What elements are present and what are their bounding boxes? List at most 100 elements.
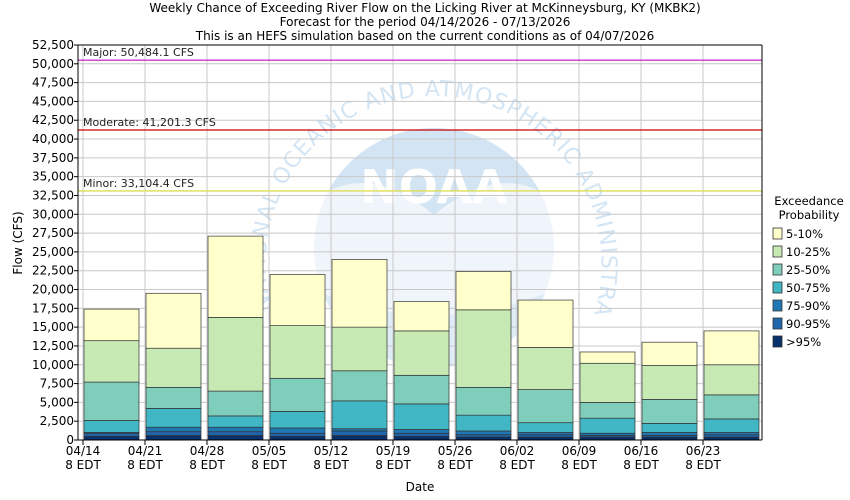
bar-segment [145, 292, 202, 349]
y-tick-label: 50,000 [32, 57, 74, 71]
legend-label: 10-25% [786, 245, 830, 259]
bar-segment [579, 351, 636, 364]
x-tick-label-time: 8 EDT [127, 458, 163, 472]
bar-segment [393, 432, 450, 437]
bar-segment [145, 435, 202, 441]
legend: Exceedance Probability 5-10% 10-25% 25-50%… [772, 194, 844, 349]
y-tick-label: 27,500 [32, 226, 74, 240]
bar-segment [145, 426, 202, 433]
bar-segment [455, 309, 512, 388]
y-tick-label: 30,000 [32, 207, 74, 221]
x-tick-label-time: 8 EDT [65, 458, 101, 472]
bar-segment [703, 364, 760, 396]
bar-segment [269, 435, 326, 441]
bar-segment [703, 330, 760, 366]
bar-segment [579, 362, 636, 403]
noaa-logo-text: NOAA [360, 160, 508, 214]
x-tick-label-time: 8 EDT [623, 458, 659, 472]
bar-segment [145, 347, 202, 388]
y-tick-label: 45,000 [32, 94, 74, 108]
x-tick-label-date: 04/21 [128, 444, 163, 458]
legend-label: 75-90% [786, 299, 830, 313]
bar-segment [145, 431, 202, 436]
bar-segment [393, 330, 450, 376]
bar-segment [83, 432, 140, 437]
bar-segment [393, 403, 450, 430]
legend-label: 90-95% [786, 317, 830, 331]
x-tick-label-time: 8 EDT [561, 458, 597, 472]
bar-segment [207, 426, 264, 433]
legend-label: 25-50% [786, 263, 830, 277]
bar-segment [207, 431, 264, 436]
threshold-label: Moderate: 41,201.3 CFS [83, 116, 216, 129]
bar-segment [393, 301, 450, 332]
legend-swatch [772, 263, 783, 276]
bar-segment [83, 308, 140, 342]
bar-segment [517, 422, 574, 433]
legend-title-line-1: Exceedance [774, 194, 843, 208]
legend-swatch [772, 299, 783, 312]
y-tick-label: 42,500 [32, 113, 74, 127]
bar-segment [455, 386, 512, 416]
x-tick-label-time: 8 EDT [685, 458, 721, 472]
bar-segment [579, 402, 636, 419]
y-tick-label: 40,000 [32, 132, 74, 146]
x-tick-label-time: 8 EDT [437, 458, 473, 472]
bar-segment [517, 347, 574, 390]
bar-segment [517, 389, 574, 424]
legend-label: >95% [786, 335, 821, 349]
x-tick-label-time: 8 EDT [251, 458, 287, 472]
bar-segment [207, 317, 264, 392]
bar-segment [703, 418, 760, 433]
y-tick-label: 10,000 [32, 358, 74, 372]
bar-segment [579, 417, 636, 434]
x-tick-label-time: 8 EDT [499, 458, 535, 472]
bar-segment [269, 274, 326, 326]
x-tick-label-date: 05/12 [314, 444, 349, 458]
x-tick-label-date: 05/19 [376, 444, 411, 458]
chart-title: Weekly Chance of Exceeding River Flow on… [149, 1, 700, 15]
y-tick-label: 35,000 [32, 170, 74, 184]
bar-segment [641, 365, 698, 400]
bar-segment [83, 340, 140, 383]
y-tick-label: 52,500 [32, 38, 74, 52]
y-tick-label: 5,000 [40, 395, 74, 409]
bar-segment [83, 435, 140, 441]
bar-segment [207, 390, 264, 417]
bar-segment [269, 427, 326, 434]
axes-layer: 0 2,500 5,000 7,500 10,000 12,500 15,000 17,500… [32, 38, 763, 472]
legend-swatch [772, 245, 783, 258]
bar-segment [331, 435, 388, 441]
legend-label: 5-10% [786, 227, 823, 241]
bar-segment [331, 326, 388, 372]
y-tick-label: 20,000 [32, 283, 74, 297]
x-tick-label-time: 8 EDT [375, 458, 411, 472]
bar-segment [269, 377, 326, 412]
x-axis-label: Date [406, 480, 435, 494]
x-tick-label-date: 06/02 [500, 444, 535, 458]
bar-segment [517, 299, 574, 348]
bar-segment [331, 259, 388, 328]
noaa-logo-bird [314, 128, 554, 215]
x-tick-label-date: 05/26 [438, 444, 473, 458]
x-tick-label-time: 8 EDT [313, 458, 349, 472]
y-tick-label: 17,500 [32, 301, 74, 315]
threshold-label: Minor: 33,104.4 CFS [83, 177, 194, 190]
x-tick-label-date: 05/05 [252, 444, 287, 458]
bar-segment [207, 435, 264, 441]
y-tick-label: 25,000 [32, 245, 74, 259]
bar-segment [641, 341, 698, 366]
x-tick-label-date: 06/23 [686, 444, 721, 458]
x-tick-label-date: 04/28 [190, 444, 225, 458]
y-tick-label: 15,000 [32, 320, 74, 334]
legend-swatch [772, 227, 783, 240]
chart-subtitle-period: Forecast for the period 04/14/2026 - 07/… [280, 15, 571, 29]
bar-segment [269, 411, 326, 429]
bar-segment [207, 415, 264, 428]
y-tick-label: 0 [66, 433, 74, 447]
bar-segment [269, 432, 326, 437]
legend-items: 5-10% 10-25% 25-50% 50-75% 75-90% 90-95% >95% [772, 227, 830, 349]
bar-segment [455, 430, 512, 436]
bar-segment [269, 325, 326, 379]
x-tick-label-date: 04/14 [66, 444, 101, 458]
